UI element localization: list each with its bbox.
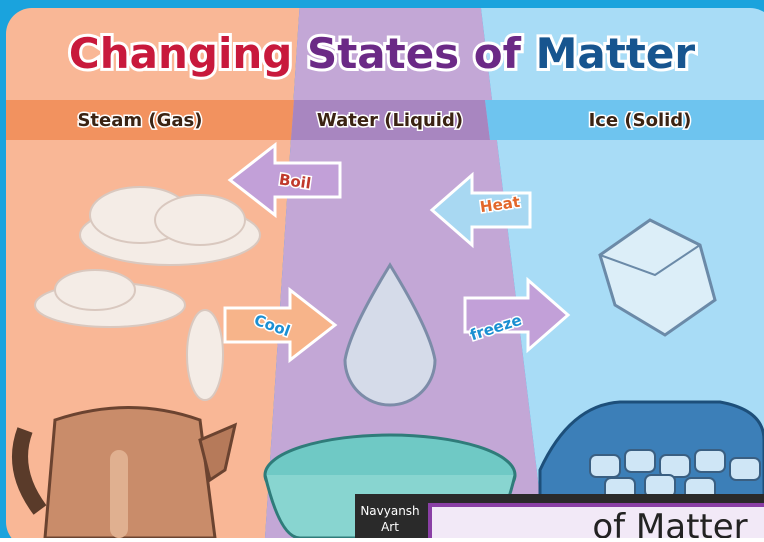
column-label: Ice (Solid) (589, 110, 692, 131)
title: Changing States of Matter (69, 29, 695, 78)
thumbnail-text: of Matter (592, 507, 747, 538)
page: Changing States of Matter Steam (Gas) Wa… (0, 0, 764, 538)
column-label: Steam (Gas) (77, 110, 202, 131)
poster: Changing States of Matter Steam (Gas) Wa… (0, 0, 764, 538)
channel-word: Navyansh (360, 504, 419, 518)
column-label: Water (Liquid) (317, 110, 463, 131)
